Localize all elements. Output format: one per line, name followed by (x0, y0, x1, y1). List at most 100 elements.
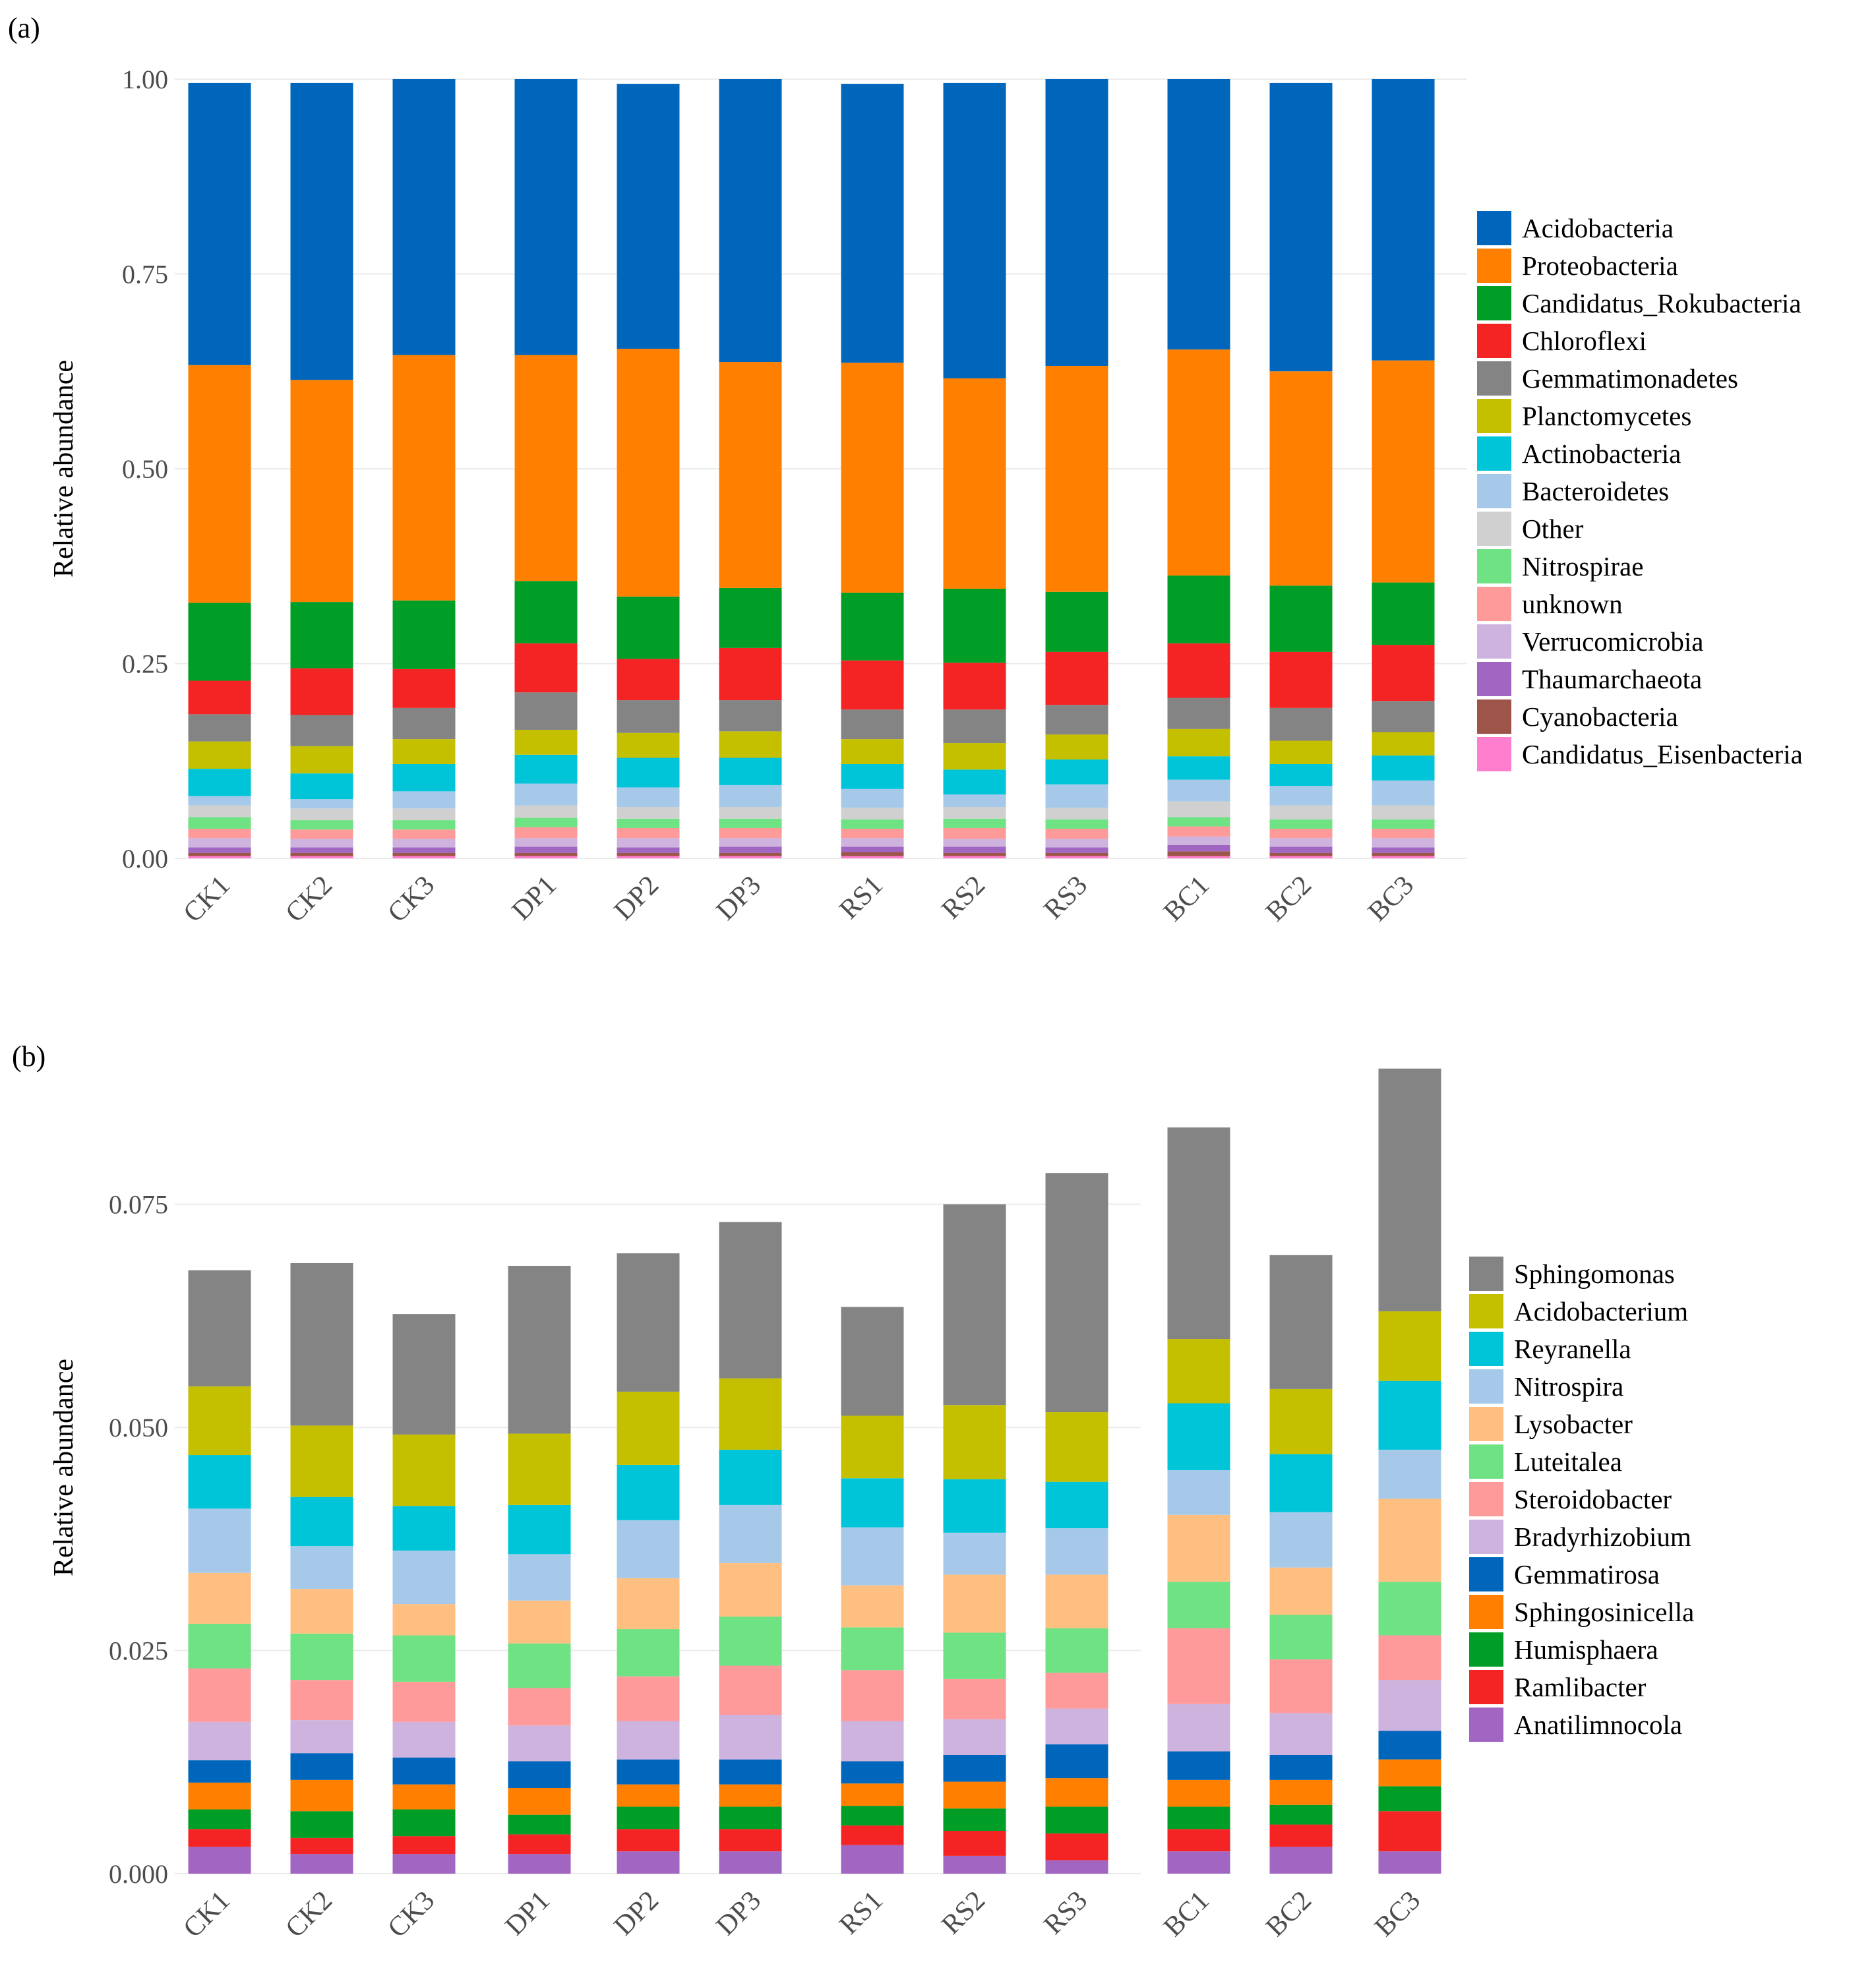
bar-segment-cyanobacteria-rs1 (841, 852, 904, 856)
bar-segment-reyranella-ck3 (392, 1506, 456, 1551)
bar-segment-anatilimnocola-bc2 (1269, 1847, 1333, 1874)
bar-segment-reyranella-bc1 (1167, 1403, 1230, 1471)
legend-swatch-anatilimnocola (1469, 1708, 1503, 1742)
bar-segment-bacteroidetes-dp1 (514, 783, 578, 806)
bar-segment-reyranella-dp3 (719, 1449, 782, 1505)
bar-segment-lysobacter-bc1 (1167, 1514, 1230, 1582)
bar-segment-unknown-rs1 (841, 829, 904, 839)
bar-segment-gemmatirosa-dp2 (617, 1759, 680, 1785)
x-tick-label: CK1 (177, 870, 236, 929)
bar-segment-acidobacteria-rs2 (943, 82, 1006, 378)
bar-segment-humisphaera-bc2 (1269, 1804, 1333, 1825)
bar-segment-proteobacteria-rs2 (943, 378, 1006, 589)
bar-segment-gemmatimonadetes-dp2 (617, 700, 680, 733)
bar-segment-cyanobacteria-dp3 (719, 852, 782, 856)
bar-segment-candidatus-rokubacteria-bc2 (1269, 585, 1333, 652)
legend-label: Anatilimnocola (1514, 1709, 1682, 1740)
bar-segment-unknown-dp1 (514, 827, 578, 839)
bar-segment-gemmatimonadetes-ck2 (290, 715, 353, 746)
bar-segment-planctomycetes-rs1 (841, 739, 904, 764)
bar-segment-proteobacteria-dp2 (617, 348, 680, 597)
bar-segment-bacteroidetes-bc1 (1167, 779, 1230, 802)
bar-segment-reyranella-ck2 (290, 1497, 353, 1547)
bar-segment-candidatus-rokubacteria-dp1 (514, 581, 578, 643)
bar-segment-sphingosinicella-dp1 (508, 1788, 571, 1815)
bar-segment-nitrospira-ck2 (290, 1546, 353, 1590)
bar-segment-nitrospirae-dp1 (514, 818, 578, 827)
bar-segment-gemmatimonadetes-rs1 (841, 709, 904, 740)
bar-segment-sphingosinicella-rs1 (841, 1783, 904, 1806)
legend-label: Sphingosinicella (1514, 1597, 1694, 1627)
bar-segment-thaumarchaeota-ck3 (392, 847, 456, 853)
legend-label: Other (1522, 514, 1584, 544)
bar-segment-candidatus-eisenbacteria-dp3 (719, 856, 782, 858)
legend-swatch-other (1477, 512, 1511, 546)
bar-segment-bacteroidetes-ck2 (290, 799, 353, 809)
bar-segment-anatilimnocola-rs3 (1045, 1860, 1108, 1874)
bar-segment-ramlibacter-dp1 (508, 1834, 571, 1855)
legend-swatch-lysobacter (1469, 1407, 1503, 1441)
bar-segment-cyanobacteria-ck3 (392, 852, 456, 856)
panel-label-a: (a) (8, 12, 40, 44)
legend-swatch-verrucomicrobia (1477, 624, 1511, 659)
bar-segment-gemmatirosa-bc3 (1378, 1731, 1441, 1760)
bar-segment-acidobacteria-ck2 (290, 82, 353, 380)
bar-segment-acidobacterium-bc2 (1269, 1388, 1333, 1454)
bar-segment-ramlibacter-dp3 (719, 1829, 782, 1852)
bar-segment-sphingosinicella-bc3 (1378, 1759, 1441, 1787)
bar-segment-acidobacteria-rs1 (841, 84, 904, 363)
x-tick-label: BC2 (1260, 1886, 1317, 1943)
bar-segment-steroidobacter-rs1 (841, 1670, 904, 1721)
bar-segment-acidobacteria-bc2 (1269, 82, 1333, 372)
bar-segment-candidatus-eisenbacteria-bc1 (1167, 856, 1230, 858)
bar-segment-bacteroidetes-rs3 (1045, 784, 1108, 808)
bar-segment-lysobacter-ck1 (188, 1572, 251, 1624)
bar-segment-lysobacter-ck3 (392, 1604, 456, 1636)
legend-swatch-ramlibacter (1469, 1670, 1503, 1704)
bar-segment-acidobacterium-rs2 (943, 1405, 1006, 1479)
legend-label: unknown (1522, 589, 1623, 619)
bar-segment-proteobacteria-ck1 (188, 365, 251, 603)
bar-segment-verrucomicrobia-ck2 (290, 839, 353, 848)
bar-segment-bradyrhizobium-bc2 (1269, 1713, 1333, 1755)
y-tick-label: 0.050 (109, 1413, 168, 1442)
bar-segment-acidobacteria-dp3 (719, 79, 782, 363)
bar-segment-nitrospira-rs2 (943, 1532, 1006, 1575)
legend-swatch-humisphaera (1469, 1632, 1503, 1667)
legend-swatch-cyanobacteria (1477, 699, 1511, 734)
bar-segment-ramlibacter-ck3 (392, 1836, 456, 1855)
bar-segment-thaumarchaeota-dp3 (719, 847, 782, 853)
bar-segment-sphingomonas-rs1 (841, 1307, 904, 1416)
bar-segment-candidatus-rokubacteria-bc3 (1372, 582, 1435, 645)
legend-swatch-sphingosinicella (1469, 1595, 1503, 1629)
bar-segment-lysobacter-dp1 (508, 1600, 571, 1644)
bar-segment-acidobacteria-ck1 (188, 82, 251, 365)
bar-segment-ramlibacter-rs1 (841, 1825, 904, 1845)
bar-segment-chloroflexi-bc2 (1269, 651, 1333, 708)
bar-segment-candidatus-rokubacteria-rs3 (1045, 591, 1108, 652)
bar-segment-planctomycetes-ck2 (290, 746, 353, 774)
bar-segment-nitrospirae-dp3 (719, 818, 782, 828)
bar-segment-steroidobacter-ck3 (392, 1681, 456, 1722)
bar-segment-bradyrhizobium-dp1 (508, 1725, 571, 1762)
bar-segment-ramlibacter-bc2 (1269, 1824, 1333, 1847)
bar-segment-sphingosinicella-ck2 (290, 1779, 353, 1812)
bar-segment-ramlibacter-ck2 (290, 1837, 353, 1855)
bar-segment-other-bc2 (1269, 805, 1333, 819)
bar-segment-planctomycetes-dp1 (514, 729, 578, 755)
bar-segment-acidobacterium-bc1 (1167, 1339, 1230, 1404)
bar-segment-actinobacteria-bc2 (1269, 763, 1333, 787)
bar-segment-anatilimnocola-bc1 (1167, 1851, 1230, 1874)
bar-segment-nitrospirae-ck2 (290, 820, 353, 830)
bar-segment-unknown-bc3 (1372, 829, 1435, 839)
bar-segment-gemmatimonadetes-bc2 (1269, 707, 1333, 741)
bar-segment-gemmatirosa-bc1 (1167, 1751, 1230, 1780)
bar-segment-other-rs1 (841, 808, 904, 819)
bar-segment-other-bc1 (1167, 801, 1230, 818)
bar-segment-acidobacterium-rs1 (841, 1415, 904, 1479)
bar-segment-bacteroidetes-rs2 (943, 794, 1006, 807)
bar-segment-actinobacteria-rs2 (943, 769, 1006, 795)
bar-segment-gemmatirosa-ck3 (392, 1758, 456, 1785)
bar-segment-acidobacterium-rs3 (1045, 1412, 1108, 1482)
bar-segment-candidatus-eisenbacteria-rs2 (943, 856, 1006, 858)
